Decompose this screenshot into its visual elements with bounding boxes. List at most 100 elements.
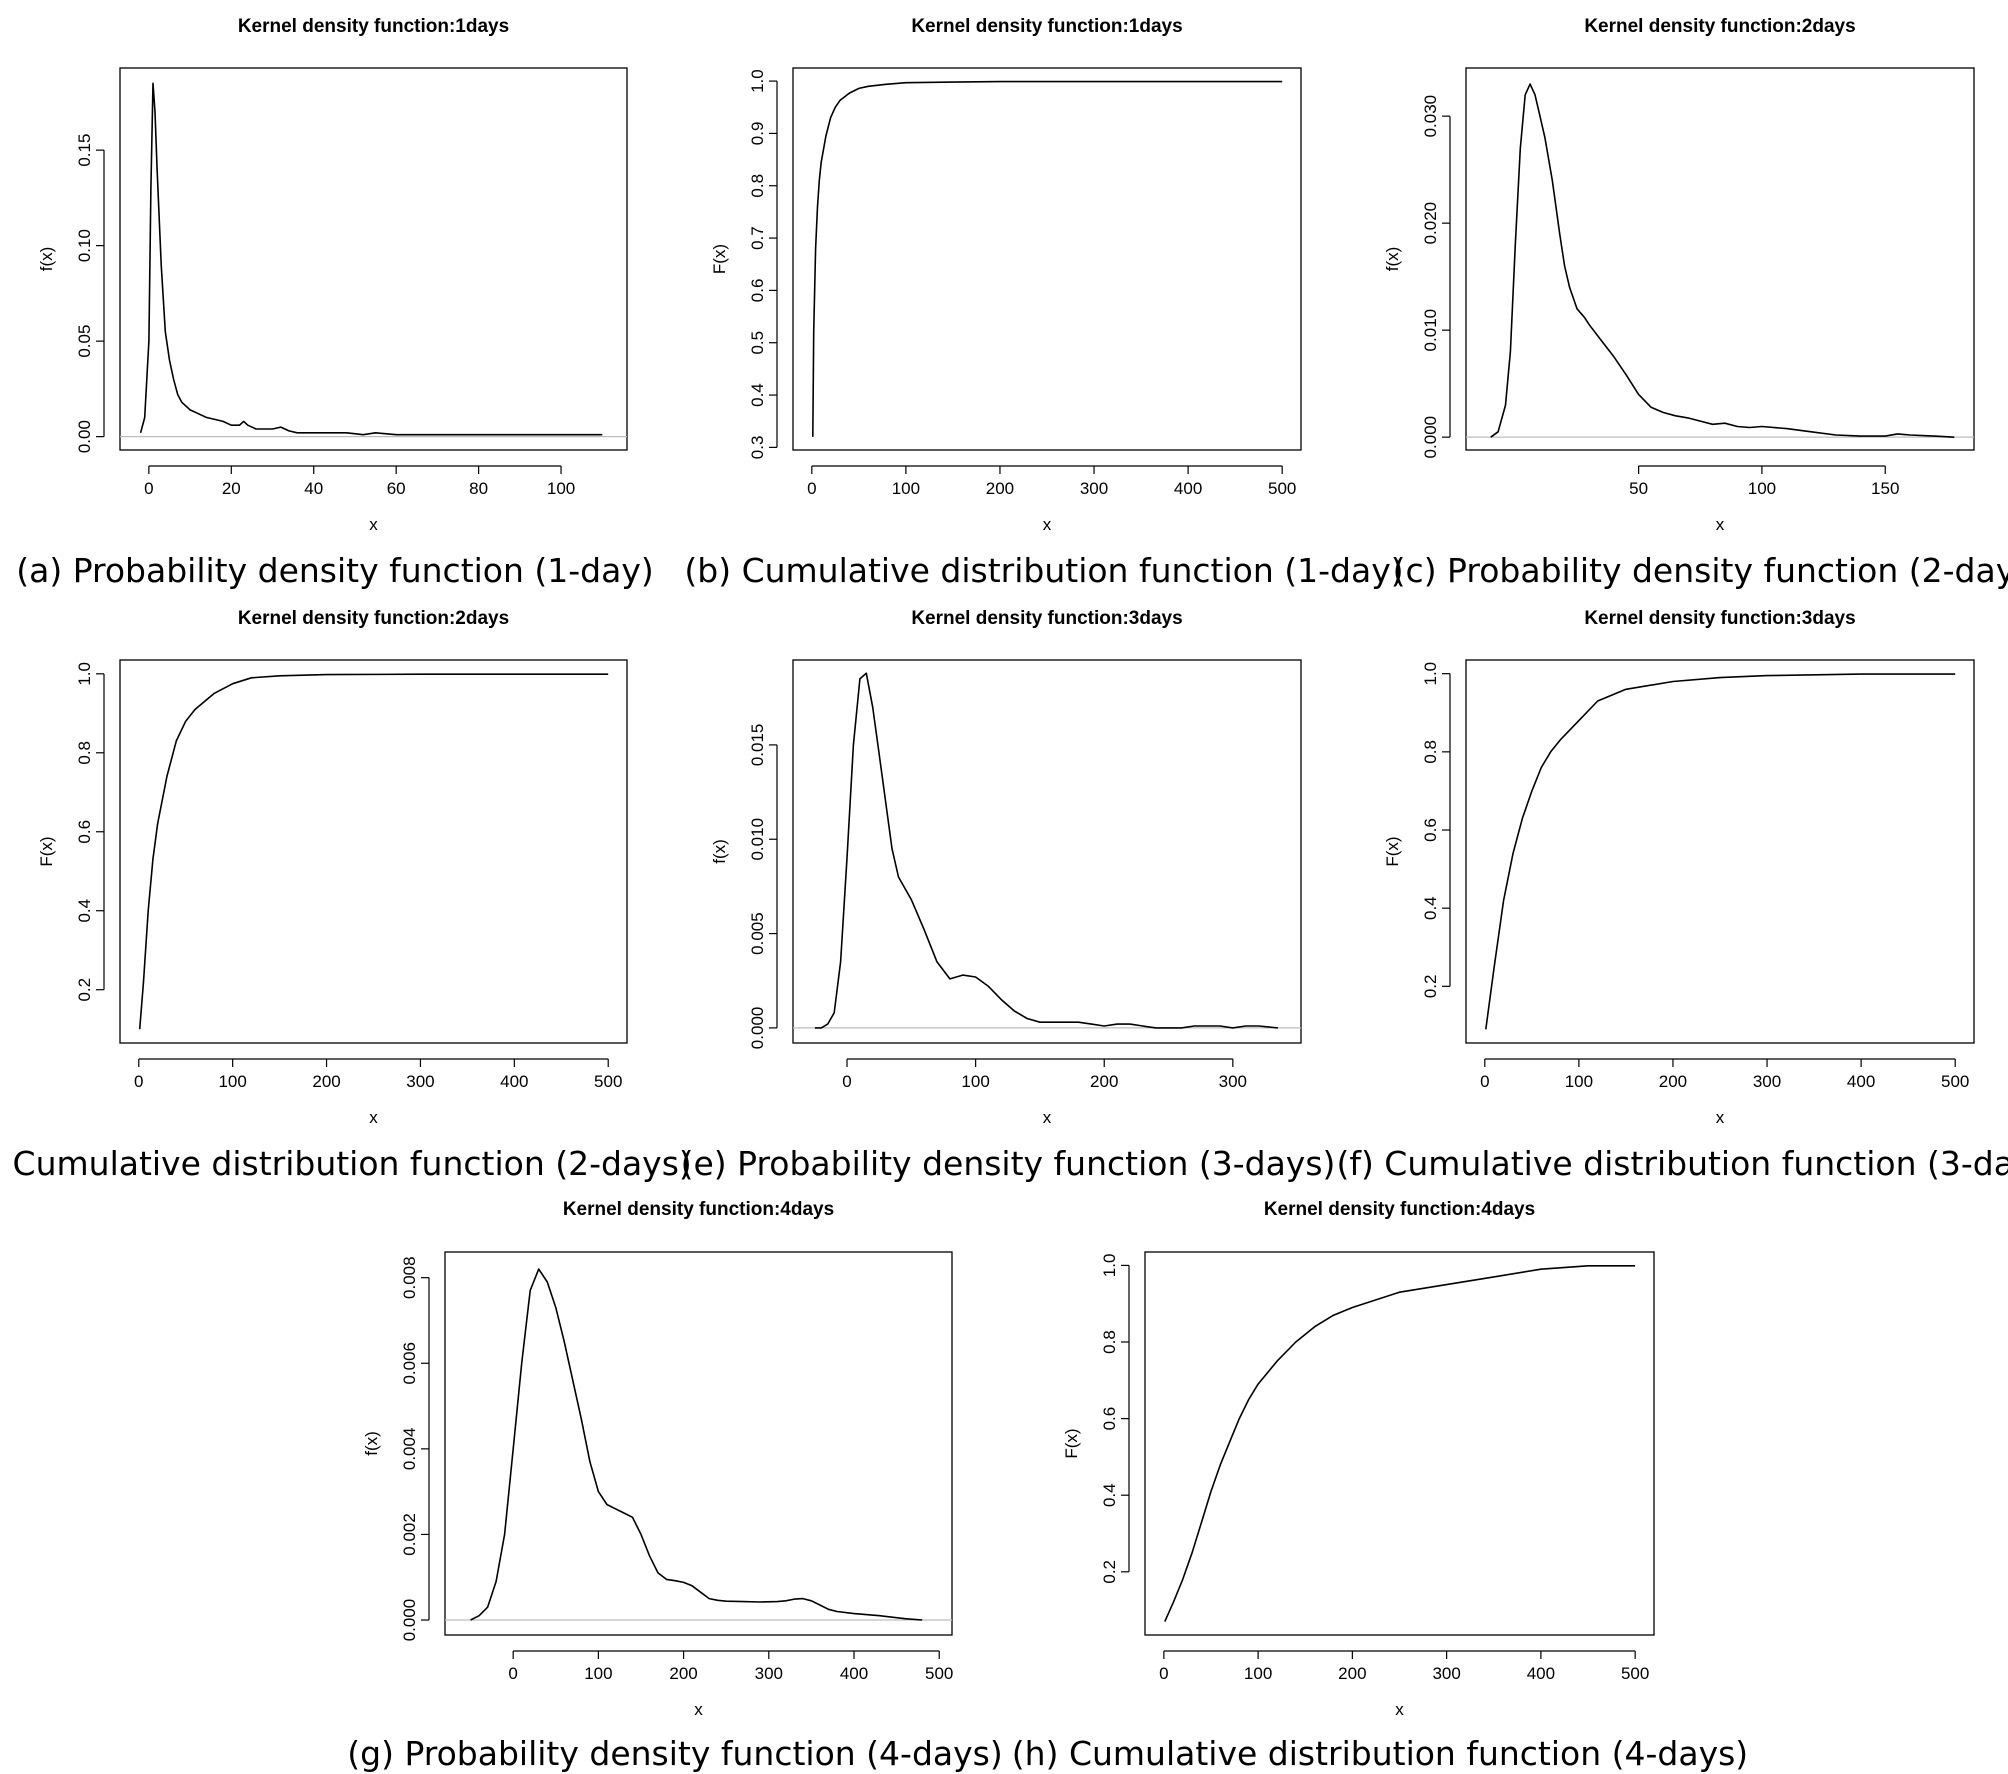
x-axis: 0 100 200 300 xyxy=(842,1058,1247,1091)
x-tick-label: 100 xyxy=(584,1664,612,1683)
y-tick-label: 0.8 xyxy=(1421,740,1440,764)
chart-title: Kernel density function:1days xyxy=(911,16,1182,37)
plot-frame xyxy=(1144,1251,1655,1636)
x-tick-label: 100 xyxy=(547,479,575,498)
y-axis-title: f(x) xyxy=(37,247,56,272)
x-tick-label: 400 xyxy=(500,1072,528,1091)
y-axis-title: F(x) xyxy=(1383,836,1402,866)
x-tick-label: 0 xyxy=(1159,1664,1168,1683)
series-line xyxy=(1485,673,1956,1030)
x-axis-title: x xyxy=(1043,1108,1052,1127)
y-tick-label: 0.000 xyxy=(400,1599,419,1642)
y-tick-label: 0.010 xyxy=(748,818,767,861)
x-axis: 0 100 200 300 400 500 xyxy=(134,1058,622,1091)
y-tick-label: 0.2 xyxy=(1100,1560,1119,1584)
y-axis: 0.000 0.010 0.020 0.030 xyxy=(1421,95,1451,459)
chart-a: Kernel density function:1days 0 20 40 60 80 10… xyxy=(16,16,654,590)
x-tick-label: 400 xyxy=(1847,1072,1875,1091)
x-axis-title: x xyxy=(1043,515,1052,534)
y-tick-label: 0.4 xyxy=(1100,1483,1119,1507)
y-tick-label: 0.2 xyxy=(75,978,94,1002)
x-tick-label: 300 xyxy=(1219,1072,1247,1091)
y-tick-label: 0.6 xyxy=(1100,1407,1119,1431)
y-tick-label: 0.020 xyxy=(1421,202,1440,245)
y-axis: 0.2 0.4 0.6 0.8 1.0 xyxy=(1100,1254,1130,1584)
y-tick-label: 0.8 xyxy=(1100,1330,1119,1354)
x-tick-label: 200 xyxy=(312,1072,340,1091)
y-axis: 0.2 0.4 0.6 0.8 1.0 xyxy=(75,662,105,1002)
x-tick-label: 100 xyxy=(892,479,920,498)
y-axis-title: f(x) xyxy=(1383,247,1402,272)
y-tick-label: 0.3 xyxy=(748,436,767,460)
x-tick-label: 0 xyxy=(1480,1072,1489,1091)
y-axis-title: f(x) xyxy=(710,839,729,864)
y-tick-label: 1.0 xyxy=(1100,1254,1119,1278)
y-tick-label: 0.2 xyxy=(1421,975,1440,999)
x-axis: 0 100 200 300 400 500 xyxy=(807,465,1296,498)
plot-frame xyxy=(792,659,1302,1044)
x-axis-title: x xyxy=(1395,1700,1404,1719)
x-tick-label: 0 xyxy=(134,1072,143,1091)
figure-caption: (c) Probability density function (2-days… xyxy=(1393,551,2008,590)
y-axis: 0.00 0.05 0.10 0.15 xyxy=(75,134,105,453)
y-tick-label: 0.002 xyxy=(400,1513,419,1556)
chart-c: Kernel density function:2days 50 100 150 0.0… xyxy=(1383,16,2008,590)
x-tick-label: 150 xyxy=(1871,479,1899,498)
x-tick-label: 500 xyxy=(1268,479,1296,498)
x-axis: 0 100 200 300 400 500 xyxy=(1480,1058,1969,1091)
x-tick-label: 50 xyxy=(1629,479,1648,498)
y-tick-label: 0.6 xyxy=(1421,818,1440,842)
y-axis: 0.000 0.002 0.004 0.006 0.008 xyxy=(400,1256,430,1642)
y-tick-label: 0.010 xyxy=(1421,309,1440,352)
x-tick-label: 100 xyxy=(1244,1664,1272,1683)
series-line xyxy=(470,1268,923,1621)
y-tick-label: 0.004 xyxy=(400,1428,419,1471)
series-line xyxy=(1490,83,1955,438)
chart-title: Kernel density function:2days xyxy=(1584,16,1855,37)
chart-title: Kernel density function:4days xyxy=(563,1199,834,1220)
y-tick-label: 0.8 xyxy=(748,174,767,198)
x-axis-title: x xyxy=(694,1700,703,1719)
x-axis: 50 100 150 xyxy=(1629,465,1899,498)
x-axis: 0 100 200 300 400 500 xyxy=(508,1650,953,1683)
x-tick-label: 0 xyxy=(807,479,816,498)
chart-g: Kernel density function:4days 0 100 200 300 4… xyxy=(347,1199,1002,1773)
x-tick-label: 200 xyxy=(1659,1072,1687,1091)
plot-frame xyxy=(1465,67,1975,451)
figure-caption: d) Cumulative distribution function (2-d… xyxy=(0,1144,692,1183)
x-tick-label: 100 xyxy=(961,1072,989,1091)
x-tick-label: 400 xyxy=(1174,479,1202,498)
y-tick-label: 0.4 xyxy=(1421,896,1440,920)
y-tick-label: 1.0 xyxy=(1421,662,1440,686)
y-axis-title: F(x) xyxy=(710,244,729,274)
x-tick-label: 500 xyxy=(925,1664,953,1683)
x-tick-label: 40 xyxy=(304,479,323,498)
y-axis: 0.000 0.005 0.010 0.015 xyxy=(748,724,778,1049)
y-tick-label: 0.00 xyxy=(75,420,94,453)
figure-caption: (b) Cumulative distribution function (1-… xyxy=(684,551,1403,590)
x-tick-label: 300 xyxy=(755,1664,783,1683)
series-line xyxy=(812,80,1283,437)
x-tick-label: 200 xyxy=(1090,1072,1118,1091)
y-tick-label: 0.5 xyxy=(748,331,767,355)
x-tick-label: 100 xyxy=(1565,1072,1593,1091)
y-tick-label: 0.10 xyxy=(75,229,94,262)
y-tick-label: 0.15 xyxy=(75,134,94,167)
x-tick-label: 400 xyxy=(840,1664,868,1683)
x-tick-label: 100 xyxy=(218,1072,246,1091)
figure-caption: (g) Probability density function (4-days… xyxy=(347,1734,1002,1773)
y-axis-title: F(x) xyxy=(37,836,56,866)
y-axis: 0.2 0.4 0.6 0.8 1.0 xyxy=(1421,662,1451,999)
x-tick-label: 500 xyxy=(594,1072,622,1091)
y-tick-label: 1.0 xyxy=(75,662,94,686)
figure-caption: (e) Probability density function (3-days… xyxy=(681,1144,1336,1183)
chart-title: Kernel density function:2days xyxy=(238,608,509,629)
y-tick-label: 0.000 xyxy=(1421,416,1440,459)
figure-caption: (f) Cumulative distribution function (3-… xyxy=(1336,1144,2008,1183)
plot-frame xyxy=(792,67,1302,451)
x-axis: 0 20 40 60 80 100 xyxy=(144,465,575,498)
y-tick-label: 0.015 xyxy=(748,724,767,767)
x-tick-label: 0 xyxy=(508,1664,517,1683)
